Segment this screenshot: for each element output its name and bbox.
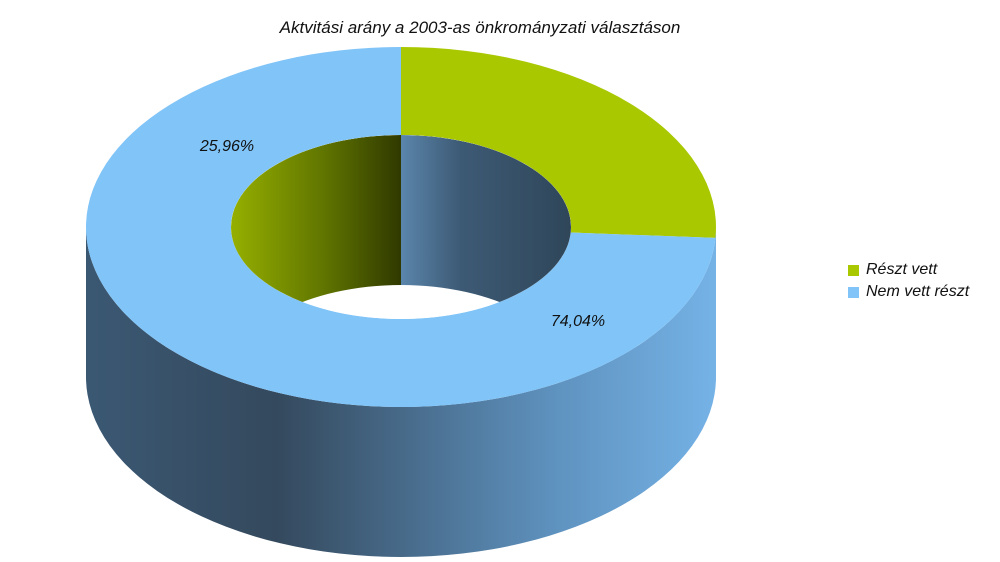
inner-walls xyxy=(231,135,571,319)
legend-label: Nem vett részt xyxy=(866,283,970,300)
inner-wall-green xyxy=(231,135,401,319)
outer-wall xyxy=(86,227,716,557)
inner-wall-blue xyxy=(401,135,571,319)
slice-1 xyxy=(401,47,717,238)
legend: Részt vett Nem vett részt xyxy=(848,259,969,303)
legend-swatch xyxy=(848,264,859,276)
slice-2 xyxy=(86,47,716,407)
data-label-1: 25,96% xyxy=(199,138,254,155)
legend-item-1: Részt vett xyxy=(848,259,969,281)
legend-item-2: Nem vett részt xyxy=(848,281,969,303)
legend-label: Részt vett xyxy=(866,261,938,278)
data-label-2: 74,04% xyxy=(551,313,605,330)
chart-title: Aktvitási arány a 2003-as önkromány­zati… xyxy=(279,18,681,37)
legend-swatch xyxy=(848,286,859,298)
